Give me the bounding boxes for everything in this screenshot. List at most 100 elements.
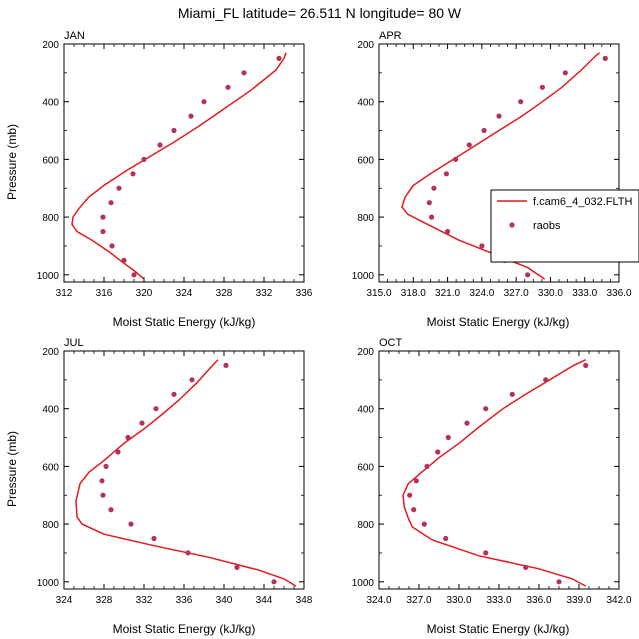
panel-jan: JAN Pressure (mb) Moist Static Energy (k… (5, 30, 313, 329)
raob-point-jul (234, 564, 240, 571)
raob-point-oct (407, 492, 413, 498)
legend-box (490, 189, 639, 263)
raob-point-apr (481, 127, 487, 134)
raob-point-jan (225, 84, 231, 90)
panel-apr: APR Moist Static Energy (kJ/kg) 315.0 318… (352, 30, 632, 329)
y-tick-label-jan: 800 (42, 213, 59, 224)
raob-point-jul (139, 420, 145, 426)
x-tick-label-oct: 342.0 (606, 595, 631, 606)
panel-oct: OCT Moist Static Energy (kJ/kg) 324.0 327… (352, 337, 632, 636)
raob-point-jan (121, 257, 127, 263)
plot-area-jul: 324 328 332 336 340 344 348 200 400 600 800 1000 (37, 347, 313, 606)
raob-point-oct (556, 579, 562, 585)
y-tick-label-oct: 200 (357, 347, 374, 358)
raob-point-jul (128, 521, 134, 527)
x-tick-label-oct: 324.0 (366, 595, 391, 606)
figure-title: Miami_FL latitude= 26.511 N longitude= 8… (178, 5, 462, 21)
raob-point-oct (509, 391, 515, 397)
y-tick-label-oct: 1000 (352, 578, 375, 589)
x-tick-label-jul: 332 (136, 595, 153, 606)
raob-point-apr (479, 243, 485, 249)
raob-point-jan (141, 156, 147, 162)
plot-frame-oct (378, 350, 620, 590)
x-tick-label-apr: 333.0 (572, 288, 597, 299)
x-tick-label-apr: 327.0 (504, 288, 529, 299)
plot-area-oct: 324.0 327.0 330.0 333.0 336.0 339.0 342.0 200 40… (352, 347, 632, 606)
x-axis-label-jan: Moist Static Energy (kJ/kg) (113, 315, 256, 329)
x-axis-label-apr: Moist Static Energy (kJ/kg) (427, 315, 570, 329)
x-tick-label-oct: 339.0 (566, 595, 591, 606)
raob-point-oct (464, 420, 470, 426)
raob-point-jul (103, 463, 109, 469)
raob-point-jan (276, 55, 282, 62)
y-tick-label-jul: 200 (42, 347, 59, 358)
raob-point-apr (539, 84, 546, 90)
x-tick-label-jul: 328 (96, 595, 113, 606)
raob-point-oct (445, 434, 451, 441)
y-tick-label-oct: 800 (357, 520, 374, 531)
y-axis-label-jan: Pressure (mb) (5, 124, 19, 200)
raob-point-apr (466, 142, 472, 148)
raob-point-apr (426, 200, 432, 206)
raob-point-jan (241, 70, 247, 76)
x-tick-label-jan: 320 (136, 288, 153, 299)
raob-point-jan (157, 142, 163, 148)
x-tick-label-jul: 348 (296, 595, 313, 606)
raob-point-jan (201, 99, 207, 105)
raob-point-apr (496, 113, 502, 119)
model-line-apr (401, 52, 601, 280)
x-tick-label-oct: 327.0 (406, 595, 431, 606)
raob-point-apr (562, 70, 568, 76)
x-tick-label-oct: 330.0 (446, 595, 471, 606)
y-tick-label-jul: 400 (42, 405, 59, 416)
legend-label-model: f.cam6_4_032.FLTH (533, 196, 633, 208)
raob-point-jul (125, 434, 131, 441)
x-tick-label-jan: 316 (96, 288, 113, 299)
raob-point-jul (223, 362, 229, 368)
raob-point-jan (130, 171, 136, 177)
raob-point-oct (424, 463, 430, 469)
y-tick-label-apr: 800 (357, 213, 374, 224)
model-line-oct (402, 359, 587, 587)
x-tick-label-apr: 318.0 (401, 288, 426, 299)
y-tick-label-jan: 600 (42, 155, 59, 166)
x-tick-label-oct: 336.0 (526, 595, 551, 606)
raob-point-oct (421, 521, 427, 527)
x-tick-label-jul: 340 (216, 595, 233, 606)
x-tick-label-jan: 324 (176, 288, 193, 299)
raob-point-jan (131, 272, 137, 278)
raob-point-oct (583, 362, 589, 368)
raob-point-oct (413, 478, 419, 484)
y-tick-label-apr: 400 (357, 98, 374, 109)
raob-point-jul (189, 377, 195, 383)
y-tick-label-jan: 400 (42, 98, 59, 109)
panel-jul: JUL Pressure (mb) Moist Static Energy (k… (5, 337, 313, 636)
x-tick-label-apr: 315.0 (366, 288, 391, 299)
panel-label-jan: JAN (64, 30, 85, 42)
raob-point-apr (518, 99, 524, 105)
x-axis-label-jul: Moist Static Energy (kJ/kg) (113, 622, 256, 636)
y-axis-label-jul: Pressure (mb) (5, 431, 19, 507)
x-tick-label-apr: 330.0 (538, 288, 563, 299)
raob-point-jul (108, 507, 114, 513)
y-tick-label-oct: 600 (357, 462, 374, 473)
raob-point-oct (543, 377, 549, 383)
y-tick-label-oct: 400 (357, 405, 374, 416)
x-tick-label-oct: 333.0 (486, 595, 511, 606)
panel-label-oct: OCT (379, 337, 403, 349)
x-tick-label-jan: 332 (256, 288, 273, 299)
raob-point-oct (483, 550, 489, 556)
raob-point-apr (445, 228, 451, 235)
raob-point-jul (271, 579, 277, 585)
y-tick-label-jan: 1000 (37, 271, 60, 282)
model-line-jan (71, 52, 287, 280)
raob-point-jan (171, 127, 177, 134)
x-tick-label-apr: 321.0 (435, 288, 460, 299)
legend-marker-swatch (509, 222, 515, 228)
x-tick-label-jul: 336 (176, 595, 193, 606)
raob-point-jul (99, 478, 105, 484)
y-tick-label-jul: 800 (42, 520, 59, 531)
y-tick-label-apr: 1000 (352, 271, 375, 282)
raob-point-jan (188, 113, 194, 119)
raob-point-apr (429, 214, 435, 220)
